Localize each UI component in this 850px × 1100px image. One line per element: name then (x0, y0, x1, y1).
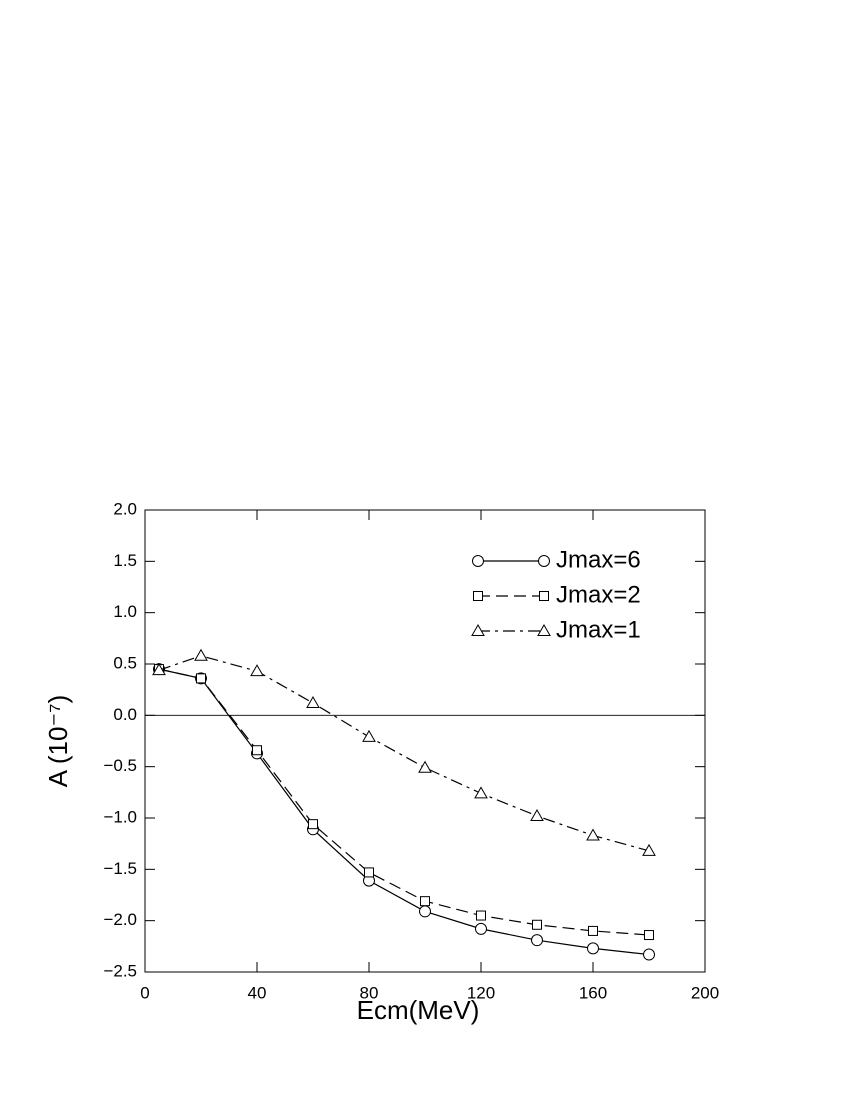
series-line (158, 655, 650, 852)
y-tick-label: 1.5 (113, 551, 137, 570)
point (252, 745, 262, 756)
plot-frame (144, 509, 706, 973)
point (475, 922, 487, 935)
y-tick-label: −1.5 (103, 859, 137, 878)
y-tick-label: 1.0 (113, 602, 137, 621)
legend-marker (539, 591, 549, 601)
x-tick-label: 80 (360, 983, 379, 1002)
x-tick-label: 160 (579, 983, 607, 1002)
x-tick-label: 40 (248, 983, 267, 1002)
point (418, 760, 432, 773)
y-tick-label: −2.5 (103, 961, 137, 980)
point (362, 729, 376, 742)
point (474, 786, 488, 799)
point (644, 930, 654, 941)
point (532, 919, 542, 930)
x-axis-label: Ecm(MeV) (357, 995, 480, 1025)
point (530, 808, 544, 821)
point (196, 673, 206, 684)
y-tick-label: 2.0 (113, 499, 137, 518)
point (250, 664, 264, 677)
point (587, 942, 599, 955)
legend-marker (538, 555, 550, 567)
x-tick-label: 0 (140, 983, 149, 1002)
point (586, 828, 600, 841)
x-tick-label: 120 (467, 983, 495, 1002)
legend-marker (473, 591, 483, 601)
legend-label: Jmax=6 (556, 546, 641, 573)
series-line (158, 668, 650, 936)
legend-label: Jmax=1 (556, 616, 641, 643)
point (643, 948, 655, 961)
y-tick-label: 0.5 (113, 653, 137, 672)
y-tick-label: 0.0 (113, 705, 137, 724)
point (308, 819, 318, 830)
point (420, 896, 430, 907)
point (152, 663, 166, 676)
point (419, 905, 431, 918)
y-axis-label: A (10⁻⁷) (43, 695, 73, 788)
point (642, 843, 656, 856)
y-tick-label: −1.0 (103, 807, 137, 826)
point (476, 910, 486, 921)
x-tick-label: 200 (691, 983, 719, 1002)
legend-marker (472, 555, 484, 567)
y-tick-label: −2.0 (103, 910, 137, 929)
point (364, 867, 374, 878)
legend-marker (471, 623, 485, 636)
y-tick-label: −0.5 (103, 756, 137, 775)
point (306, 696, 320, 709)
legend-marker (537, 623, 551, 636)
series-line (158, 668, 650, 956)
point (194, 648, 208, 661)
point (588, 925, 598, 936)
point (531, 934, 543, 947)
legend-label: Jmax=2 (556, 581, 641, 608)
